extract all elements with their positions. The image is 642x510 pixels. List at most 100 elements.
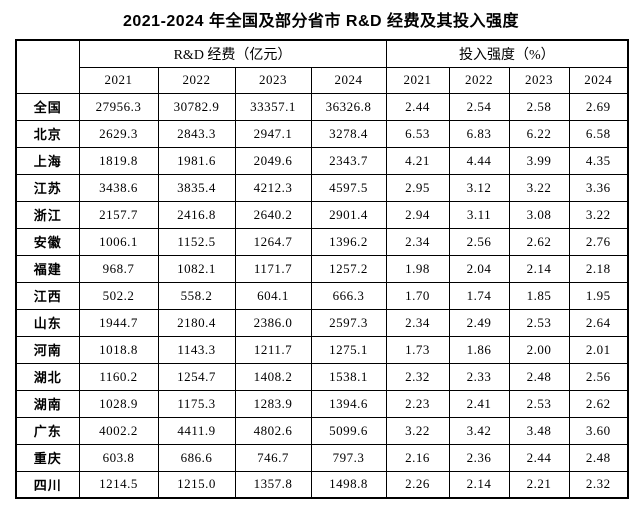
rd-value-cell: 1275.1: [310, 335, 387, 364]
intensity-value-cell: 2.58: [508, 92, 570, 121]
group-header-intensity: 投入强度（%）: [385, 39, 629, 68]
intensity-value-cell: 2.14: [508, 254, 570, 283]
rd-value-cell: 1394.6: [310, 389, 387, 418]
region-label: 广东: [15, 416, 80, 445]
year-header-intensity-2024: 2024: [568, 66, 629, 94]
intensity-value-cell: 3.48: [508, 416, 570, 445]
table-row: 重庆 603.8 686.6 746.7 797.3 2.16 2.36 2.44 2.48: [15, 443, 629, 472]
intensity-value-cell: 2.95: [385, 173, 450, 202]
table-row: 江苏 3438.6 3835.4 4212.3 4597.5 2.95 3.12 3.22 3.…: [15, 173, 629, 202]
rd-value-cell: 2157.7: [78, 200, 159, 229]
intensity-value-cell: 2.44: [508, 443, 570, 472]
intensity-value-cell: 4.21: [385, 146, 450, 175]
rd-value-cell: 1819.8: [78, 146, 159, 175]
rd-value-cell: 1538.1: [310, 362, 387, 391]
region-label: 安徽: [15, 227, 80, 256]
rd-value-cell: 968.7: [78, 254, 159, 283]
rd-value-cell: 666.3: [310, 281, 387, 310]
intensity-value-cell: 2.26: [385, 470, 450, 499]
rd-value-cell: 1175.3: [157, 389, 236, 418]
region-label: 山东: [15, 308, 80, 337]
intensity-value-cell: 1.98: [385, 254, 450, 283]
rd-value-cell: 1171.7: [234, 254, 312, 283]
rd-value-cell: 3438.6: [78, 173, 159, 202]
year-header-intensity-2022: 2022: [448, 66, 510, 94]
intensity-value-cell: 1.70: [385, 281, 450, 310]
year-header-intensity-2021: 2021: [385, 66, 450, 94]
intensity-value-cell: 6.53: [385, 119, 450, 148]
rd-value-cell: 2947.1: [234, 119, 312, 148]
region-label: 重庆: [15, 443, 80, 472]
rd-value-cell: 30782.9: [157, 92, 236, 121]
rd-expenditure-table: R&D 经费（亿元） 投入强度（%） 2021 2022 2023 2024 2…: [15, 39, 630, 499]
intensity-value-cell: 2.44: [385, 92, 450, 121]
intensity-value-cell: 2.33: [448, 362, 510, 391]
rd-value-cell: 4212.3: [234, 173, 312, 202]
intensity-value-cell: 2.18: [568, 254, 629, 283]
rd-value-cell: 4597.5: [310, 173, 387, 202]
rd-value-cell: 2386.0: [234, 308, 312, 337]
intensity-value-cell: 2.94: [385, 200, 450, 229]
intensity-value-cell: 2.01: [568, 335, 629, 364]
rd-value-cell: 1028.9: [78, 389, 159, 418]
intensity-value-cell: 2.54: [448, 92, 510, 121]
year-header-row: 2021 2022 2023 2024 2021 2022 2023 2024: [16, 66, 629, 94]
intensity-value-cell: 2.21: [508, 470, 570, 499]
rd-value-cell: 1152.5: [157, 227, 236, 256]
table-row: 广东 4002.2 4411.9 4802.6 5099.6 3.22 3.42 3.48 3.…: [15, 416, 629, 445]
table-row: 北京 2629.3 2843.3 2947.1 3278.4 6.53 6.83 6.22 6.…: [15, 119, 629, 148]
table-row: 上海 1819.8 1981.6 2049.6 2343.7 4.21 4.44 3.99 4.…: [15, 146, 629, 175]
intensity-value-cell: 2.14: [448, 470, 510, 499]
region-label: 湖南: [15, 389, 80, 418]
rd-value-cell: 2597.3: [310, 308, 387, 337]
intensity-value-cell: 3.36: [568, 173, 629, 202]
intensity-value-cell: 2.69: [568, 92, 629, 121]
table-row: 安徽 1006.1 1152.5 1264.7 1396.2 2.34 2.56 2.62 2.…: [15, 227, 629, 256]
rd-value-cell: 1214.5: [78, 470, 159, 499]
table-row: 湖北 1160.2 1254.7 1408.2 1538.1 2.32 2.33 2.48 2.…: [15, 362, 629, 391]
rd-value-cell: 797.3: [310, 443, 387, 472]
rd-value-cell: 5099.6: [310, 416, 387, 445]
intensity-value-cell: 2.53: [508, 308, 570, 337]
rd-value-cell: 2343.7: [310, 146, 387, 175]
rd-value-cell: 2901.4: [310, 200, 387, 229]
region-label: 浙江: [15, 200, 80, 229]
rd-value-cell: 1357.8: [234, 470, 312, 499]
intensity-value-cell: 6.58: [568, 119, 629, 148]
year-header-rd-2022: 2022: [157, 66, 236, 94]
year-header-rd-2021: 2021: [78, 66, 159, 94]
rd-value-cell: 686.6: [157, 443, 236, 472]
intensity-value-cell: 3.42: [448, 416, 510, 445]
intensity-value-cell: 2.62: [568, 389, 629, 418]
rd-value-cell: 603.8: [78, 443, 159, 472]
region-label: 四川: [15, 470, 80, 499]
intensity-value-cell: 6.83: [448, 119, 510, 148]
rd-value-cell: 502.2: [78, 281, 159, 310]
rd-value-cell: 3835.4: [157, 173, 236, 202]
page-title: 2021-2024 年全国及部分省市 R&D 经费及其投入强度: [122, 13, 520, 30]
table-row: 江西 502.2 558.2 604.1 666.3 1.70 1.74 1.85 1.95: [15, 281, 629, 310]
intensity-value-cell: 3.22: [508, 173, 570, 202]
intensity-value-cell: 2.56: [448, 227, 510, 256]
intensity-value-cell: 2.53: [508, 389, 570, 418]
intensity-value-cell: 1.73: [385, 335, 450, 364]
corner-cell: [15, 39, 80, 94]
rd-value-cell: 1143.3: [157, 335, 236, 364]
rd-value-cell: 1018.8: [78, 335, 159, 364]
intensity-value-cell: 2.32: [568, 470, 629, 499]
rd-value-cell: 1981.6: [157, 146, 236, 175]
rd-value-cell: 1082.1: [157, 254, 236, 283]
region-label: 上海: [15, 146, 80, 175]
rd-value-cell: 27956.3: [78, 92, 159, 121]
rd-value-cell: 33357.1: [234, 92, 312, 121]
intensity-value-cell: 2.62: [508, 227, 570, 256]
intensity-value-cell: 2.76: [568, 227, 629, 256]
intensity-value-cell: 3.99: [508, 146, 570, 175]
rd-value-cell: 604.1: [234, 281, 312, 310]
group-header-rd: R&D 经费（亿元）: [78, 39, 387, 68]
intensity-value-cell: 3.60: [568, 416, 629, 445]
intensity-value-cell: 1.74: [448, 281, 510, 310]
rd-value-cell: 2843.3: [157, 119, 236, 148]
table-row: 四川 1214.5 1215.0 1357.8 1498.8 2.26 2.14 2.21 2.…: [15, 470, 629, 499]
intensity-value-cell: 3.12: [448, 173, 510, 202]
